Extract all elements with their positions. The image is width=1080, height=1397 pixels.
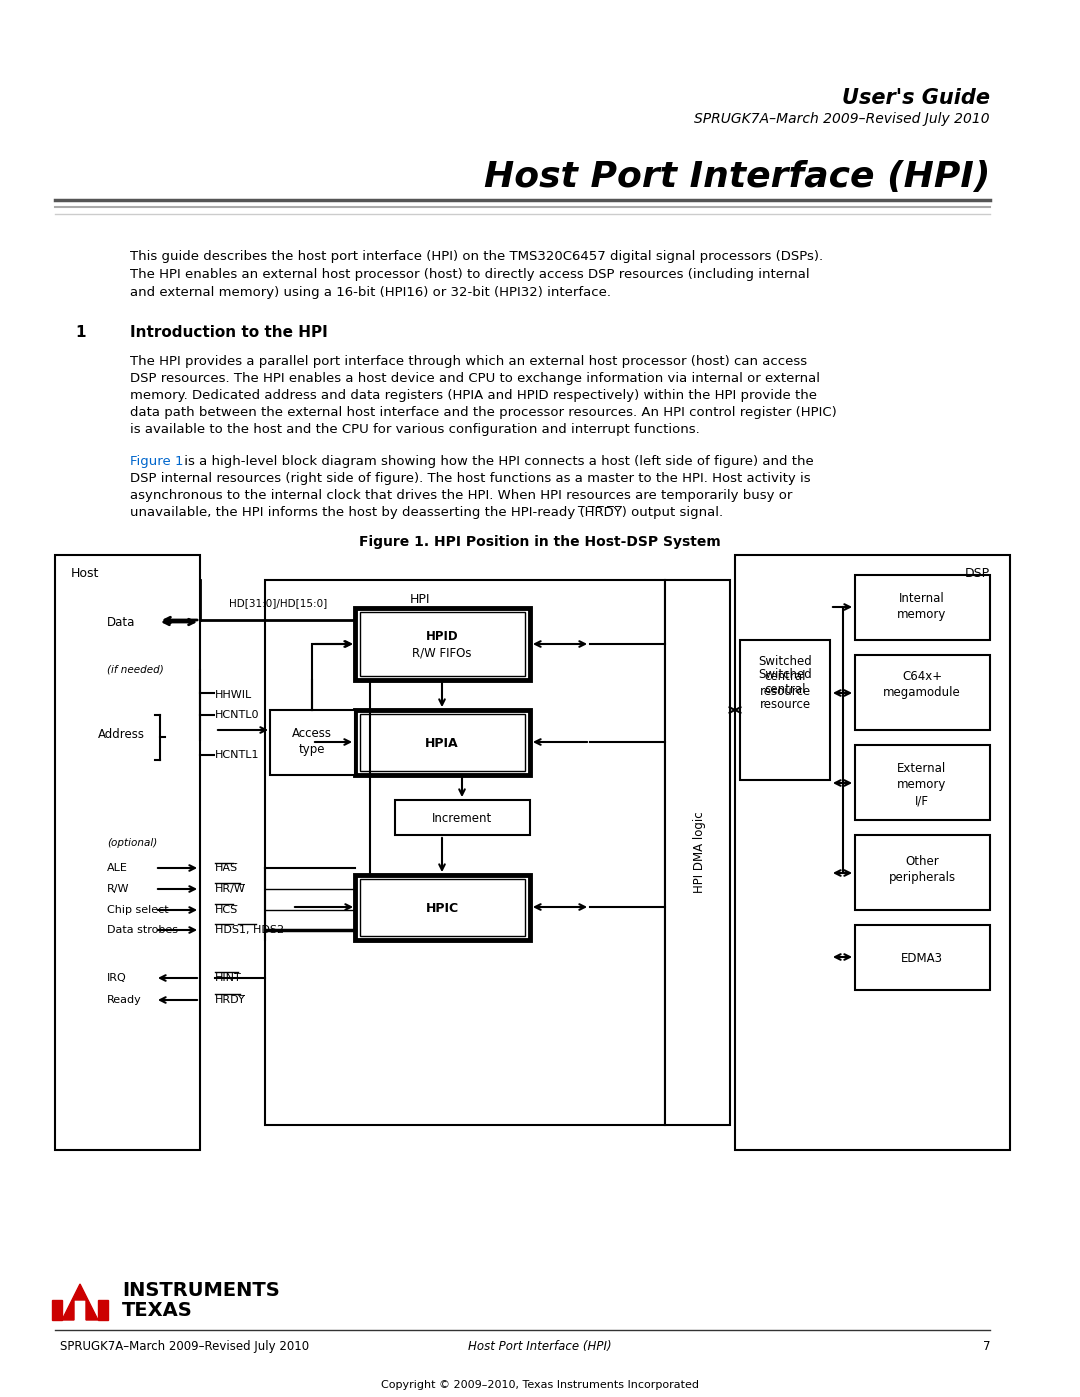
Text: This guide describes the host port interface (HPI) on the TMS320C6457 digital si: This guide describes the host port inter… (130, 250, 823, 263)
Text: EDMA3: EDMA3 (901, 951, 943, 965)
Text: is a high-level block diagram showing how the HPI connects a host (left side of : is a high-level block diagram showing ho… (180, 455, 813, 468)
Text: The HPI enables an external host processor (host) to directly access DSP resourc: The HPI enables an external host process… (130, 268, 810, 281)
Text: Introduction to the HPI: Introduction to the HPI (130, 326, 327, 339)
Text: DSP: DSP (964, 567, 990, 580)
Bar (355, 875, 530, 940)
Text: Data: Data (107, 616, 135, 629)
Bar (355, 710, 530, 775)
Text: HCNTL1: HCNTL1 (215, 750, 259, 760)
Text: is available to the host and the CPU for various configuration and interrupt fun: is available to the host and the CPU for… (130, 423, 700, 436)
Text: DSP internal resources (right side of figure). The host functions as a master to: DSP internal resources (right side of fi… (130, 472, 811, 485)
Text: INSTRUMENTS: INSTRUMENTS (122, 1281, 280, 1299)
Text: R/W FIFOs: R/W FIFOs (413, 645, 472, 659)
Text: SPRUGK7A–March 2009–Revised July 2010: SPRUGK7A–March 2009–Revised July 2010 (694, 112, 990, 126)
Text: SPRUGK7A–March 2009–Revised July 2010: SPRUGK7A–March 2009–Revised July 2010 (60, 1340, 309, 1354)
Text: Access: Access (292, 726, 332, 740)
Text: HCNTL0: HCNTL0 (215, 710, 259, 719)
Text: (optional): (optional) (107, 838, 158, 848)
Text: central: central (765, 683, 806, 696)
Text: Address: Address (98, 728, 145, 742)
Polygon shape (98, 1301, 108, 1320)
Text: Figure 1. HPI Position in the Host-DSP System: Figure 1. HPI Position in the Host-DSP S… (360, 535, 720, 549)
Text: External: External (897, 761, 947, 775)
Text: C64x+: C64x+ (902, 671, 942, 683)
Text: ALE: ALE (107, 863, 127, 873)
Text: Copyright © 2009–2010, Texas Instruments Incorporated: Copyright © 2009–2010, Texas Instruments… (381, 1380, 699, 1390)
Bar (270, 710, 355, 775)
Text: Host: Host (71, 567, 99, 580)
Bar (360, 879, 525, 936)
Text: Internal: Internal (900, 592, 945, 605)
Text: Figure 1: Figure 1 (130, 455, 184, 468)
Bar (855, 925, 990, 990)
Text: Host Port Interface (HPI): Host Port Interface (HPI) (484, 161, 990, 194)
Bar (735, 555, 1010, 1150)
Bar (855, 745, 990, 820)
Bar (360, 714, 525, 771)
Text: memory: memory (897, 778, 947, 791)
Text: HR/W̅: HR/W̅ (215, 884, 246, 894)
Text: Data strobes: Data strobes (107, 925, 178, 935)
Text: HDS1, HDS2: HDS1, HDS2 (215, 925, 284, 935)
Bar (665, 580, 730, 1125)
Text: HPI DMA logic: HPI DMA logic (693, 812, 706, 893)
Text: The HPI provides a parallel port interface through which an external host proces: The HPI provides a parallel port interfa… (130, 355, 807, 367)
Bar (855, 576, 990, 640)
Polygon shape (52, 1301, 62, 1320)
Text: memory. Dedicated address and data registers (HPIA and HPID respectively) within: memory. Dedicated address and data regis… (130, 388, 816, 402)
Text: Ready: Ready (107, 995, 141, 1004)
Text: 7: 7 (983, 1340, 990, 1354)
Text: HHWIL: HHWIL (215, 690, 253, 700)
Text: (if needed): (if needed) (107, 665, 164, 675)
Bar (55, 555, 200, 1150)
Text: HAS̅: HAS̅ (215, 863, 238, 873)
Text: User's Guide: User's Guide (842, 88, 990, 108)
Text: Other: Other (905, 855, 939, 868)
Text: unavailable, the HPI informs the host by deasserting the HPI-ready (̅H̅R̅D̅Y̅) o: unavailable, the HPI informs the host by… (130, 506, 724, 520)
Text: Switched: Switched (758, 668, 812, 680)
Text: HPID: HPID (426, 630, 458, 643)
Text: I/F: I/F (915, 793, 929, 807)
Text: 1: 1 (75, 326, 85, 339)
Text: IRQ: IRQ (107, 972, 126, 983)
Text: memory: memory (897, 608, 947, 622)
Text: TEXAS: TEXAS (122, 1301, 192, 1320)
Bar (355, 608, 530, 680)
Text: HRDY̅: HRDY̅ (215, 995, 246, 1004)
Text: HINT̅: HINT̅ (215, 972, 242, 983)
Text: HPIC: HPIC (426, 902, 459, 915)
Text: HCS̅: HCS̅ (215, 905, 239, 915)
Bar (360, 612, 525, 676)
Text: R/W: R/W (107, 884, 130, 894)
Text: HPIA: HPIA (426, 738, 459, 750)
Text: HD[31:0]/HD[15:0]: HD[31:0]/HD[15:0] (229, 598, 327, 608)
Text: Host Port Interface (HPI): Host Port Interface (HPI) (469, 1340, 611, 1354)
Bar (855, 655, 990, 731)
Text: and external memory) using a 16-bit (HPI16) or 32-bit (HPI32) interface.: and external memory) using a 16-bit (HPI… (130, 286, 611, 299)
Bar (395, 800, 530, 835)
Text: peripherals: peripherals (889, 870, 956, 884)
Text: Increment: Increment (432, 812, 492, 826)
Text: asynchronous to the internal clock that drives the HPI. When HPI resources are t: asynchronous to the internal clock that … (130, 489, 793, 502)
Bar (740, 640, 831, 780)
Polygon shape (62, 1284, 98, 1320)
Text: resource: resource (759, 698, 811, 711)
Text: megamodule: megamodule (883, 686, 961, 698)
Text: HPI: HPI (409, 592, 430, 606)
Bar (855, 835, 990, 909)
Text: DSP resources. The HPI enables a host device and CPU to exchange information via: DSP resources. The HPI enables a host de… (130, 372, 820, 386)
Text: data path between the external host interface and the processor resources. An HP: data path between the external host inte… (130, 407, 837, 419)
Text: Switched
central
resource: Switched central resource (758, 655, 812, 698)
Text: type: type (299, 743, 325, 756)
Bar (265, 580, 665, 1125)
Text: Chip select: Chip select (107, 905, 168, 915)
